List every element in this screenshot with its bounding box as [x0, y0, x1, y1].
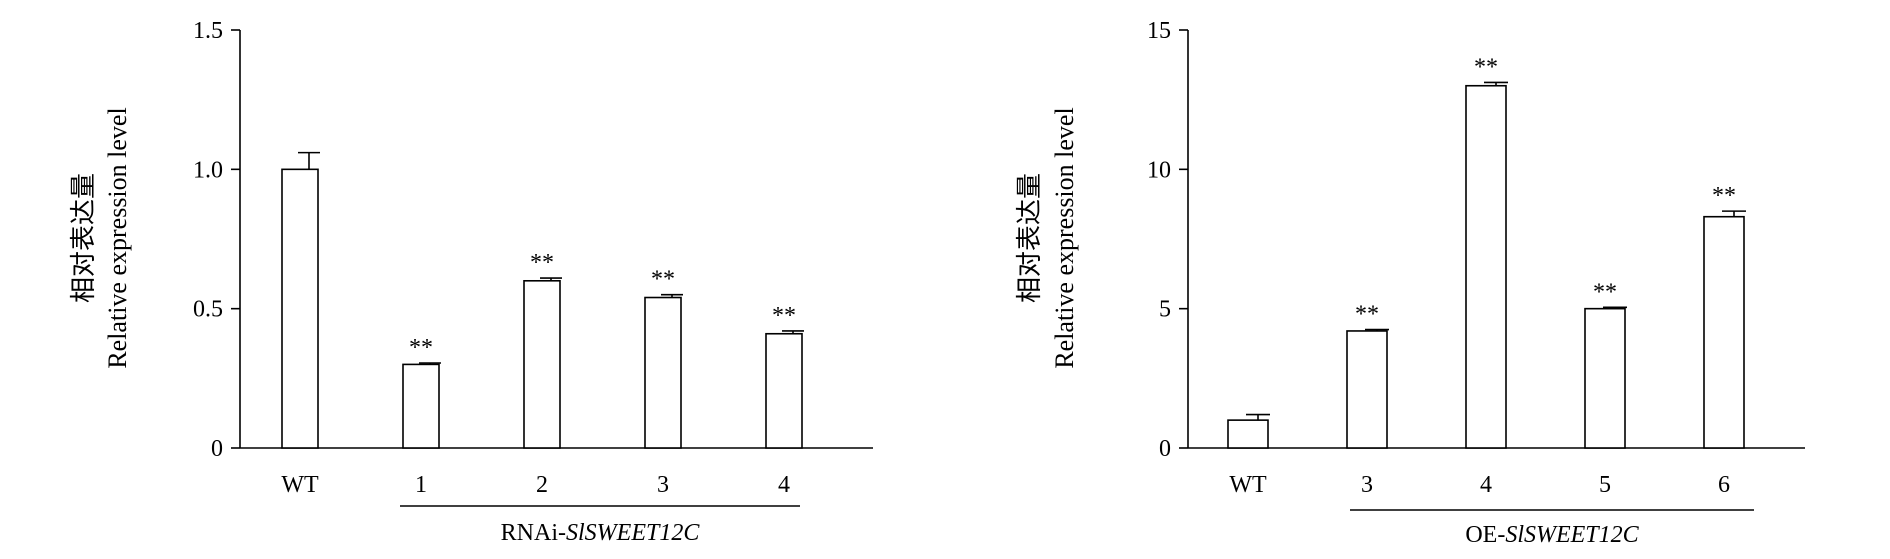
x-tick-label: 5 [1599, 472, 1611, 498]
significance-marker: ** [530, 250, 554, 276]
significance-marker: ** [409, 335, 433, 361]
bar-3 [1346, 330, 1388, 449]
x-tick-label: 3 [657, 472, 669, 498]
group-label: OE-SlSWEET12C [1465, 522, 1639, 548]
significance-marker: ** [1474, 54, 1498, 80]
significance-marker: ** [1593, 279, 1617, 305]
group-label-prefix: OE- [1465, 522, 1505, 548]
x-tick-label: 2 [536, 472, 548, 498]
group-label-gene: SlSWEET12C [566, 520, 700, 546]
significance-marker: ** [1355, 302, 1379, 328]
y-axis-label-cn: 相对表达量 [69, 173, 98, 303]
bar-1 [402, 363, 440, 449]
x-tick-label: 4 [1480, 472, 1492, 498]
y-tick-label: 10 [1147, 157, 1171, 183]
group-label: RNAi-SlSWEET12C [501, 520, 701, 546]
group-label-gene: SlSWEET12C [1505, 522, 1639, 548]
x-tick-label: WT [281, 472, 319, 498]
y-axis-label: Relative expression level [1050, 107, 1079, 368]
chart-panel-2: 0 5 10 15 相对表达量 Relative expression level WT **… [1015, 18, 1805, 548]
x-tick-label: 3 [1361, 472, 1373, 498]
y-tick-label: 5 [1159, 297, 1171, 323]
significance-marker: ** [1712, 183, 1736, 209]
bar-6 [1703, 215, 1745, 449]
bar-WT [1227, 419, 1269, 449]
y-tick-label: 15 [1147, 18, 1171, 44]
significance-marker: ** [651, 267, 675, 293]
y-axis-label-cn: 相对表达量 [1015, 173, 1044, 303]
group-label-prefix: RNAi- [501, 520, 566, 546]
bar-4 [1465, 84, 1507, 449]
y-tick-label: 1.0 [193, 157, 223, 183]
bar-3 [644, 296, 682, 449]
y-tick-label: 0 [1159, 436, 1171, 462]
bar-4 [765, 332, 803, 449]
x-tick-label: 4 [778, 472, 790, 498]
x-tick-label: WT [1229, 472, 1267, 498]
y-tick-label: 0 [211, 436, 223, 462]
chart-panel-1: 0 0.5 1.0 1.5 相对表达量 Relative expression level… [69, 18, 873, 546]
y-tick-label: 0.5 [193, 297, 223, 323]
bar-WT [281, 168, 319, 449]
bar-2 [523, 279, 561, 449]
bar-5 [1584, 307, 1626, 449]
significance-marker: ** [772, 303, 796, 329]
y-tick-label: 1.5 [193, 18, 223, 44]
x-tick-label: 1 [415, 472, 427, 498]
y-axis-label: Relative expression level [103, 107, 132, 368]
x-tick-label: 6 [1718, 472, 1730, 498]
